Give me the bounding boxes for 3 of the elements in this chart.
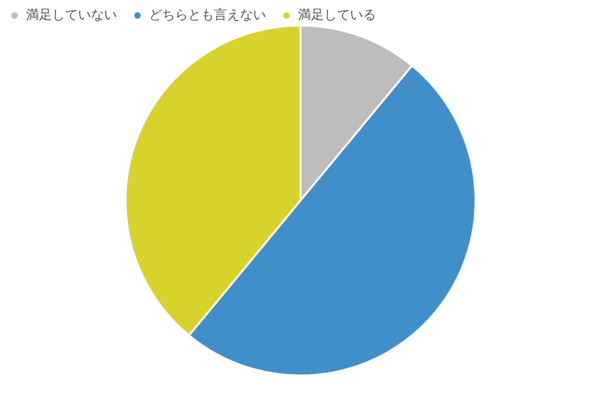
legend-label: どちらとも言えない	[149, 7, 266, 24]
legend-label: 満足している	[298, 7, 376, 24]
legend-label: 満足していない	[26, 7, 117, 24]
